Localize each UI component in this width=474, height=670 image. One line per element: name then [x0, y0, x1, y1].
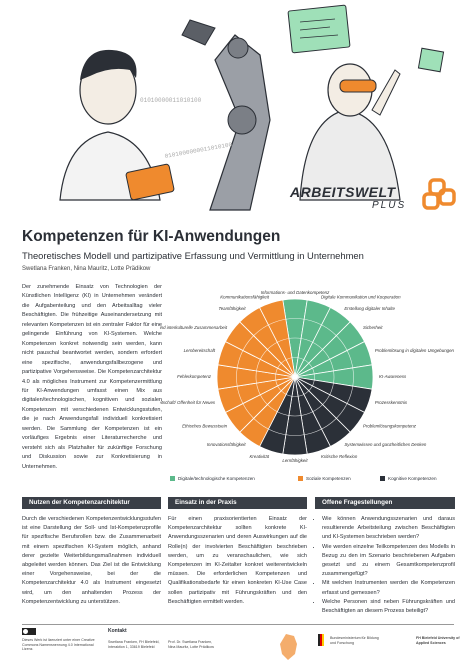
header-illustration: 01010000011010100 0101000000011010100 [59, 4, 456, 211]
segment-label: Digitale Kommunikation und Kooperation [321, 294, 401, 299]
wheel-ring [255, 337, 335, 417]
segment-label: Innovationsfähigkeit [207, 442, 247, 447]
contact-text: Swetlana Franken, FH Bielefeld, Interakt… [108, 640, 160, 649]
segment-label: Systemwissen und ganzheitliches Denken [344, 442, 427, 447]
footer-rule [22, 624, 454, 625]
segment-label: Problemlösung in digitalen Umgebungen [375, 348, 455, 353]
wheel-ring [236, 318, 354, 436]
intro-text: Der zunehmende Einsatz von Technologien … [22, 284, 162, 470]
legend-label: Soziale Kompetenzen [306, 476, 351, 481]
section-body: Wie können Anwendungsszenarien und darau… [315, 515, 455, 616]
section-body: Durch die verschiedenen Kompetenzentwick… [22, 516, 161, 605]
legend-label: Digitale/technologische Kompetenzen [178, 476, 255, 481]
segment-label: Prozesskenntnis [375, 400, 408, 405]
legend-item: Soziale Kompetenzen [298, 476, 351, 482]
binary-text: 01010000011010100 [140, 97, 202, 104]
segment-label: KI-Awareness [379, 374, 407, 379]
license-text: Dieses Werk ist lizenziert unter einer C… [22, 638, 95, 652]
bullet-item: Welche Personen sind neben Führungskräft… [322, 598, 455, 616]
segment-label: Lernbereitschaft [184, 348, 216, 353]
bullet-list: Wie können Anwendungsszenarien und darau… [315, 515, 455, 616]
brand-sub: PLUS [372, 200, 407, 211]
bullet-item: Wie werden einzelne Teilkompetenzen des … [322, 543, 455, 580]
contact-text: Prof. Dr. Swetlana Franken, Nina Mauritz… [168, 640, 214, 649]
bullet-item: Wie können Anwendungsszenarien und darau… [322, 515, 455, 543]
subtitle: Theoretisches Modell und partizipative E… [22, 250, 364, 261]
segment-label: Kommunikationsfähigkeit [220, 294, 270, 299]
section-header: Nutzen der Kompetenzarchitektur [22, 497, 161, 509]
legend-swatch [298, 476, 303, 482]
legend-label: Kognitive Kompetenzen [388, 476, 437, 481]
eagle-icon [318, 634, 324, 646]
wheel-segment [259, 299, 296, 378]
title: Kompetenzen für KI-Anwendungen [22, 228, 281, 245]
brand: ARBEITSWELT [290, 184, 396, 200]
university: FH Bielefeld University of Applied Scien… [416, 636, 460, 645]
segment-label: Erstellung digitaler Inhalte [344, 306, 395, 311]
section-body: Für einen praxisorientierten Einsatz der… [168, 516, 307, 605]
cc-icon [22, 628, 36, 635]
segment-label: Ethisches Bewusstsein [182, 424, 227, 429]
binary-text: 0101000000011010100 [164, 141, 233, 160]
legend-item: Digitale/technologische Kompetenzen [170, 476, 255, 482]
authors: Swetlana Franken, Nina Mauritz, Lotte Pr… [22, 266, 151, 272]
segment-label: Sicherheit [363, 325, 383, 330]
contact-title: Kontakt [108, 628, 127, 634]
segment-label: Fehlerkompetenz [177, 374, 212, 379]
legend-swatch [380, 476, 385, 482]
segment-label: Teamfähigkeit [218, 306, 246, 311]
bullet-item: Mit welchen Instrumenten werden die Komp… [322, 579, 455, 597]
segment-label: Veränderungsbereitschaft/ Offenheit für … [160, 400, 216, 405]
segment-label: Kritische Reflexion [321, 454, 358, 459]
map-icon [280, 634, 297, 660]
segment-label: Interdisziplinäre und interkulturelle Zu… [160, 325, 228, 330]
segment-label: Kreativität [250, 454, 270, 459]
competence-wheel: Informations- und DatenkompetenzDigitale… [160, 290, 455, 463]
segment-label: Problemlösungskompetenz [363, 424, 417, 429]
legend-item: Kognitive Kompetenzen [380, 476, 437, 482]
section-header: Einsatz in der Praxis [168, 497, 307, 509]
segment-label: Lernfähigkeit [282, 458, 308, 463]
section-header: Offene Fragestellungen [315, 497, 455, 509]
legend-swatch [170, 476, 175, 482]
segment-label: Informations- und Datenkompetenz [261, 290, 330, 295]
wheel-ring [275, 357, 315, 397]
funder: Bundesministerium für Bildung und Forsch… [330, 636, 379, 645]
